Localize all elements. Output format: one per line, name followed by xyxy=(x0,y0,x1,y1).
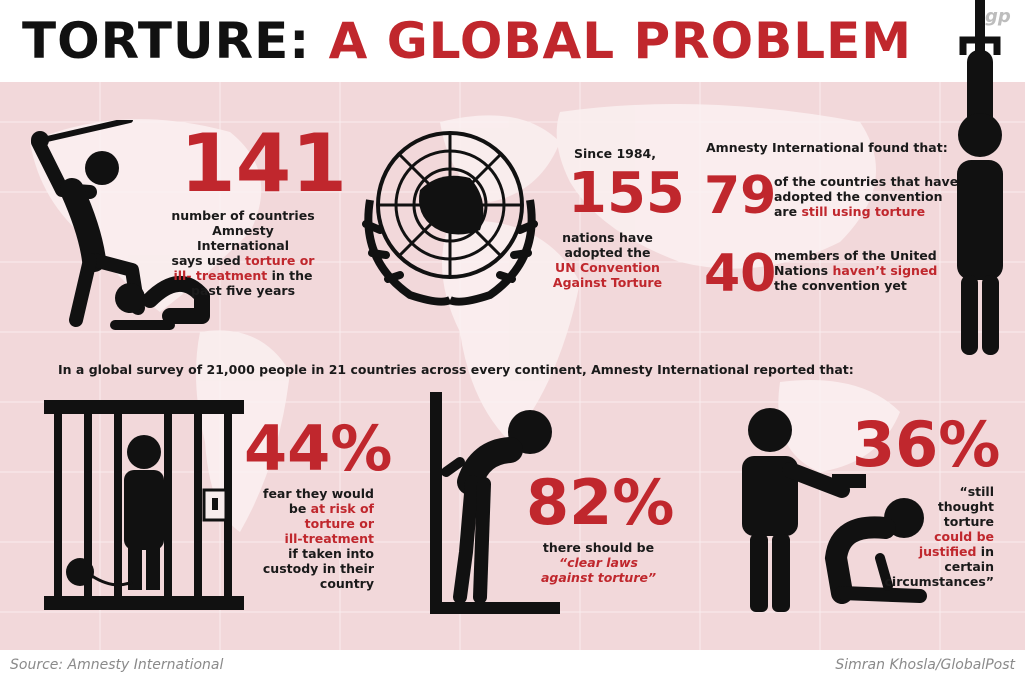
stat-44-text: fear they would be at risk of torture or… xyxy=(262,486,374,591)
header-bar xyxy=(0,0,1025,82)
stat-141-text: number of countries Amnesty Internationa… xyxy=(171,208,315,298)
stat-44-value: 44% xyxy=(244,412,393,485)
title-part1: TORTURE: xyxy=(22,12,311,70)
survey-intro: In a global survey of 21,000 people in 2… xyxy=(58,362,854,377)
gunpoint-icon xyxy=(742,408,927,612)
stat-79-value: 79 xyxy=(704,166,777,226)
globalpost-logo: gp xyxy=(985,6,1011,27)
un-emblem-icon xyxy=(362,131,538,306)
amnesty-intro: Amnesty International found that: xyxy=(706,140,948,155)
stat-36-value: 36% xyxy=(852,408,1001,481)
hanging-figure-icon xyxy=(957,0,1003,355)
baton-beating-icon xyxy=(31,120,210,330)
stress-position-icon xyxy=(430,392,560,614)
stat-155-intro: Since 1984, xyxy=(574,146,656,161)
page-title: TORTURE: A GLOBAL PROBLEM xyxy=(22,10,912,72)
stat-40-value: 40 xyxy=(704,244,777,304)
author-credit: Simran Khosla/GlobalPost xyxy=(835,657,1015,673)
stat-141-value: 141 xyxy=(180,117,347,210)
source-credit: Source: Amnesty International xyxy=(10,657,224,673)
title-part2: A GLOBAL PROBLEM xyxy=(328,12,912,70)
world-map-icon xyxy=(0,82,1025,650)
stat-155-value: 155 xyxy=(568,161,685,226)
stat-79-text: of the countries that have adopted the c… xyxy=(774,174,959,219)
footer-bar xyxy=(0,650,1025,683)
stat-36-text: “still thought torture could be justifie… xyxy=(884,484,995,589)
stat-82-text: there should be “clear laws against tort… xyxy=(540,540,657,585)
prisoner-cage-icon xyxy=(44,400,244,610)
stat-82-value: 82% xyxy=(526,466,675,539)
stat-40-text: members of the United Nations haven’t si… xyxy=(774,248,938,293)
stat-155-text: nations have adopted the UN Convention A… xyxy=(552,230,663,290)
